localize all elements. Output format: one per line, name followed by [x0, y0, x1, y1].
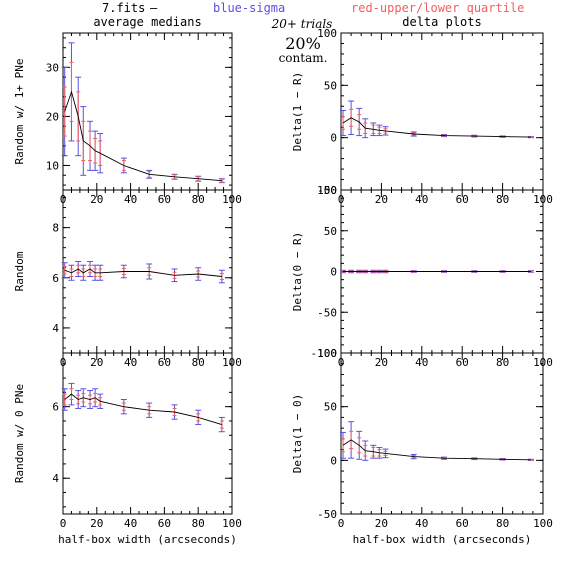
x-tick-label: 60: [158, 193, 171, 206]
y-tick-label: 4: [52, 472, 59, 485]
file-name: 7.fits: [102, 1, 145, 15]
y-tick-label: 0: [330, 132, 337, 145]
y-tick-label: 0: [330, 266, 337, 279]
x-tick-label: 40: [415, 193, 428, 206]
x-tick-label: 80: [192, 356, 205, 369]
x-tick-label: 40: [415, 356, 428, 369]
blue-sigma-legend: blue-sigma: [213, 1, 285, 15]
x-tick-label: 80: [192, 517, 205, 530]
y-tick-label: 30: [46, 61, 59, 74]
median-series-line: [64, 90, 222, 182]
y-axis-label: Random w/ 0 PNe: [13, 384, 26, 483]
x-tick-label: 80: [496, 517, 509, 530]
x-tick-label: 60: [456, 193, 469, 206]
x-tick-label: 80: [496, 193, 509, 206]
y-tick-label: 100: [317, 27, 337, 40]
x-tick-label: 0: [60, 517, 67, 530]
red-quartile-legend: red-upper/lower quartile: [351, 1, 524, 15]
y-axis-label: Delta(1 − R): [291, 72, 304, 151]
y-tick-label: 10: [46, 159, 59, 172]
y-tick-label: 6: [52, 401, 59, 414]
contamination-percent: 20%: [285, 34, 321, 53]
x-tick-label: 60: [158, 356, 171, 369]
y-tick-label: 0: [330, 454, 337, 467]
x-tick-label: 20: [90, 193, 103, 206]
panel-5: 0 20 40 60 80 100 4 6 Random w/ 0 PNe half-box wi…: [13, 352, 242, 546]
y-tick-label: 6: [52, 272, 59, 285]
x-tick-label: 40: [124, 356, 137, 369]
x-tick-label: 100: [533, 517, 553, 530]
y-axis-label: Random w/ 1+ PNe: [13, 59, 26, 165]
x-tick-label: 40: [124, 517, 137, 530]
x-tick-label: 40: [415, 517, 428, 530]
y-tick-label: 4: [52, 322, 59, 335]
contamination-label: contam.: [279, 51, 328, 65]
y-axis-label: Delta(0 − R): [291, 232, 304, 311]
y-tick-label: 100: [317, 184, 337, 197]
y-axis-label: Delta(1 − 0): [291, 394, 304, 473]
y-tick-label: 50: [324, 401, 337, 414]
plot-frame: [62, 32, 233, 191]
x-tick-label: 40: [124, 193, 137, 206]
plot-frame: [62, 352, 233, 515]
plot-frame: [340, 352, 544, 515]
median-series-line: [64, 268, 222, 277]
x-axis-label: half-box width (arcseconds): [58, 533, 237, 546]
y-tick-label: -50: [317, 306, 337, 319]
y-tick-label: 8: [52, 222, 59, 235]
y-tick-label: 50: [324, 79, 337, 92]
x-tick-label: 60: [456, 356, 469, 369]
median-series-line: [64, 393, 223, 426]
median-series-line: [342, 117, 531, 138]
median-series-line: [342, 439, 531, 461]
x-axis-label: half-box width (arcseconds): [353, 533, 532, 546]
plot-frame: [340, 32, 544, 191]
panel-title: delta plots: [402, 15, 481, 29]
x-tick-label: 60: [158, 517, 171, 530]
y-axis-label: Random: [13, 251, 26, 291]
x-tick-label: 20: [375, 193, 388, 206]
x-tick-label: 20: [375, 517, 388, 530]
x-tick-label: 80: [192, 193, 205, 206]
x-tick-label: 20: [375, 356, 388, 369]
header-dash: —: [150, 1, 158, 15]
x-tick-label: 80: [496, 356, 509, 369]
x-tick-label: 0: [338, 517, 345, 530]
x-tick-label: 100: [222, 517, 242, 530]
x-tick-label: 60: [456, 517, 469, 530]
x-tick-label: 20: [90, 356, 103, 369]
figure-header: 7.fits — blue-sigma red-upper/lower quar…: [102, 1, 524, 65]
y-tick-label: -50: [317, 508, 337, 521]
y-tick-label: 100: [317, 347, 337, 360]
panel-title: average medians: [93, 15, 201, 29]
y-tick-label: -50: [317, 184, 337, 197]
y-tick-label: 20: [46, 110, 59, 123]
y-tick-label: -100: [311, 347, 338, 360]
y-tick-label: 50: [324, 225, 337, 238]
x-tick-label: 20: [90, 517, 103, 530]
trials-label: 20+ trials: [271, 17, 333, 31]
